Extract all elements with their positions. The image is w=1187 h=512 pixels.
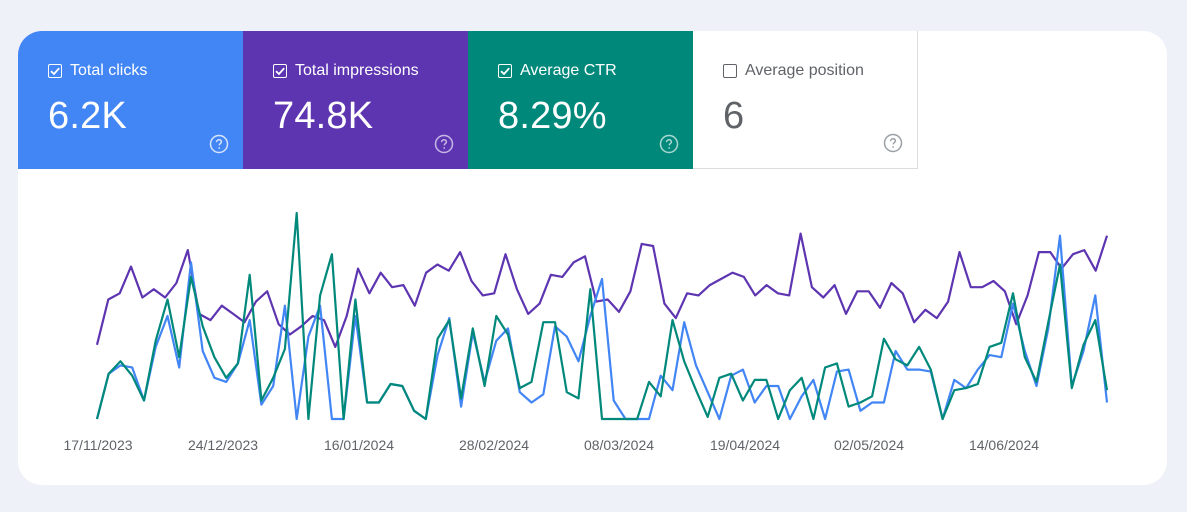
help-circle-icon[interactable] — [209, 134, 229, 154]
metric-tile-average-position[interactable]: Average position 6 — [693, 31, 918, 169]
metric-value: 8.29% — [498, 95, 607, 137]
metric-tile-average-ctr[interactable]: Average CTR 8.29% — [468, 31, 693, 169]
series-line-0 — [95, 232, 1109, 348]
series-line-2 — [95, 211, 1109, 421]
x-tick-label: 28/02/2024 — [459, 437, 529, 453]
help-circle-icon[interactable] — [659, 134, 679, 154]
x-tick-label: 14/06/2024 — [969, 437, 1039, 453]
metric-label: Total clicks — [70, 62, 148, 79]
metric-value: 6.2K — [48, 95, 127, 137]
x-tick-label: 17/11/2023 — [63, 437, 132, 453]
metric-label: Average position — [745, 62, 864, 79]
checkbox-icon[interactable] — [723, 64, 737, 78]
help-circle-icon[interactable] — [434, 134, 454, 154]
metric-label: Total impressions — [295, 62, 419, 79]
x-tick-label: 02/05/2024 — [834, 437, 904, 453]
metric-tiles: Total clicks 6.2K Total impressions 74.8… — [18, 31, 918, 169]
performance-line-chart: 17/11/2023 24/12/2023 16/01/2024 28/02/2024… — [63, 211, 1109, 453]
checkbox-icon[interactable] — [273, 64, 287, 78]
performance-card: Total clicks 6.2K Total impressions 74.8… — [18, 31, 1167, 485]
checkbox-icon[interactable] — [498, 64, 512, 78]
metric-value: 6 — [723, 95, 745, 137]
metric-tile-total-impressions[interactable]: Total impressions 74.8K — [243, 31, 468, 169]
x-tick-label: 16/01/2024 — [324, 437, 394, 453]
checkbox-icon[interactable] — [48, 64, 62, 78]
series-line-1 — [95, 234, 1109, 421]
x-tick-label: 19/04/2024 — [710, 437, 780, 453]
x-tick-label: 08/03/2024 — [584, 437, 654, 453]
metric-label: Average CTR — [520, 62, 617, 79]
x-tick-label: 24/12/2023 — [188, 437, 258, 453]
metric-value: 74.8K — [273, 95, 374, 137]
metric-tile-total-clicks[interactable]: Total clicks 6.2K — [18, 31, 243, 169]
help-circle-icon[interactable] — [883, 133, 903, 153]
